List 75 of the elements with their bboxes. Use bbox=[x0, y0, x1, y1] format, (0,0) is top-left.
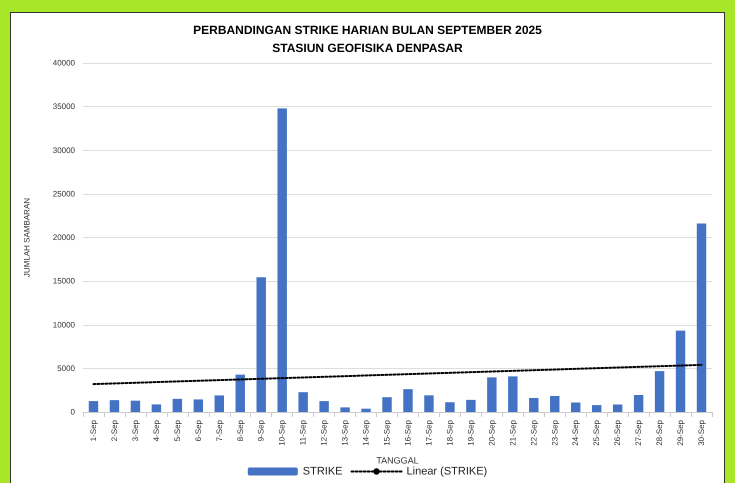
x-tick-label: 3-Sep bbox=[130, 419, 140, 442]
x-tick-label: 14-Sep bbox=[362, 419, 371, 446]
x-tick-label: 25-Sep bbox=[592, 419, 602, 446]
x-tick-label: 13-Sep bbox=[340, 419, 350, 446]
bar bbox=[403, 389, 413, 412]
x-tick-label: 20-Sep bbox=[487, 419, 496, 446]
bar bbox=[696, 224, 706, 412]
bar bbox=[172, 398, 182, 412]
bar bbox=[319, 401, 329, 412]
y-axis-title: JUMLAH SAMBARAN bbox=[22, 198, 32, 278]
x-tick-label: 5-Sep bbox=[172, 419, 182, 442]
x-tick-label: 16-Sep bbox=[403, 419, 412, 446]
x-tick-label: 29-Sep bbox=[676, 419, 686, 446]
x-tick-label: 1-Sep bbox=[88, 419, 98, 442]
x-tick-label: 9-Sep bbox=[256, 419, 266, 442]
x-tick-label: 22-Sep bbox=[529, 419, 538, 446]
bar bbox=[214, 395, 224, 412]
y-tick-label: 5000 bbox=[57, 364, 76, 373]
bar bbox=[88, 401, 98, 412]
x-tick-label: 19-Sep bbox=[466, 419, 476, 446]
bar bbox=[424, 395, 434, 412]
bar bbox=[654, 371, 664, 412]
y-tick-label: 30000 bbox=[52, 146, 76, 155]
bar bbox=[194, 399, 204, 412]
x-tick-label: 17-Sep bbox=[424, 419, 434, 446]
bar bbox=[550, 396, 560, 412]
x-tick-label: 27-Sep bbox=[634, 419, 644, 446]
bar bbox=[612, 404, 622, 412]
bar bbox=[676, 330, 686, 412]
bar bbox=[340, 407, 350, 412]
x-tick-label: 11-Sep bbox=[298, 419, 308, 446]
x-tick-label: 30-Sep bbox=[697, 419, 706, 446]
x-tick-label: 18-Sep bbox=[445, 419, 454, 446]
bar bbox=[382, 397, 392, 412]
bar bbox=[529, 398, 538, 412]
legend-label: Linear (STRIKE) bbox=[406, 466, 488, 478]
y-tick-label: 35000 bbox=[52, 102, 76, 112]
bar bbox=[130, 400, 140, 412]
bar bbox=[152, 404, 162, 412]
bar bbox=[236, 374, 245, 412]
x-axis-title: TANGGAL bbox=[376, 456, 419, 466]
x-tick-label: 21-Sep bbox=[508, 419, 518, 446]
x-tick-label: 10-Sep bbox=[278, 419, 287, 446]
y-tick-label: 40000 bbox=[52, 58, 76, 68]
chart-subtitle: STASIUN GEOFISIKA DENPASAR bbox=[272, 41, 464, 55]
y-tick-label: 0 bbox=[70, 408, 76, 416]
x-tick-label: 28-Sep bbox=[655, 419, 664, 446]
x-tick-label: 4-Sep bbox=[152, 419, 161, 442]
x-tick-label: 15-Sep bbox=[382, 419, 392, 446]
bar bbox=[361, 408, 371, 412]
bar bbox=[592, 405, 602, 412]
legend-label: STRIKE bbox=[302, 466, 343, 478]
y-tick-label: 15000 bbox=[52, 276, 76, 286]
bar bbox=[277, 108, 287, 412]
bar bbox=[508, 376, 518, 412]
x-tick-label: 26-Sep bbox=[613, 419, 622, 446]
bar bbox=[466, 400, 476, 412]
bar bbox=[298, 392, 308, 412]
y-tick-label: 20000 bbox=[52, 233, 76, 242]
x-tick-label: 23-Sep bbox=[550, 419, 560, 446]
y-tick-label: 25000 bbox=[52, 189, 76, 198]
x-tick-label: 6-Sep bbox=[194, 419, 203, 442]
bar bbox=[445, 402, 455, 412]
y-tick-label: 10000 bbox=[52, 320, 76, 330]
bar bbox=[256, 277, 266, 412]
bar bbox=[634, 394, 644, 412]
x-tick-label: 2-Sep bbox=[110, 419, 119, 442]
x-tick-label: 7-Sep bbox=[214, 419, 224, 442]
bar bbox=[110, 400, 120, 412]
x-tick-label: 8-Sep bbox=[236, 419, 245, 442]
bar bbox=[571, 402, 580, 412]
x-tick-label: 12-Sep bbox=[320, 419, 329, 446]
bar bbox=[487, 377, 497, 412]
chart-title: PERBANDINGAN STRIKE HARIAN BULAN SEPTEMBER 2025 bbox=[193, 23, 542, 37]
x-tick-label: 24-Sep bbox=[571, 419, 580, 446]
